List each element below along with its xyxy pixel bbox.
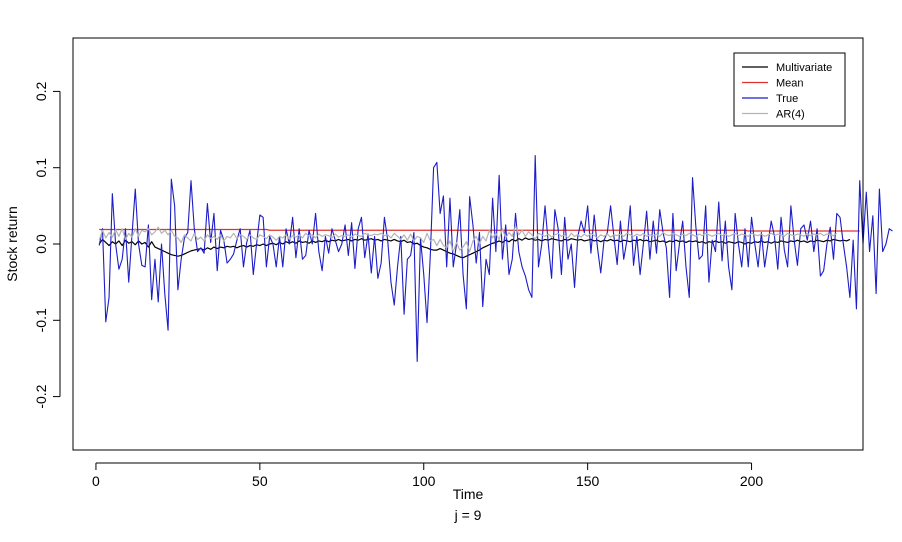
y-tick-label: -0.2 [33,384,49,408]
series-line-true [98,154,893,363]
series-line-ar-4 [98,225,838,253]
y-tick-label: -0.1 [33,308,49,332]
x-axis-subtitle: j = 9 [454,507,482,523]
x-tick-label: 200 [740,473,764,489]
x-axis-title: Time [453,486,484,502]
y-axis-title: Stock return [4,206,20,281]
legend: Multivariate Mean True AR(4) [733,52,846,127]
x-axis: 0 50 100 150 200 [92,462,764,489]
plot-frame [72,37,864,451]
series-layer [98,154,893,363]
y-tick-label: 0.2 [33,81,49,101]
legend-label-multivariate: Multivariate [776,62,832,74]
legend-label-mean: Mean [776,78,804,90]
x-tick-label: 50 [252,473,268,489]
x-tick-label: 150 [576,473,600,489]
series-line-mean [99,228,860,232]
x-tick-label: 0 [92,473,100,489]
y-axis: -0.2 -0.1 0.0 0.1 0.2 [33,81,61,409]
y-tick-label: 0.1 [33,158,49,178]
legend-label-true: True [776,93,798,105]
x-tick-label: 100 [412,473,436,489]
legend-label-ar-4: AR(4) [776,109,805,121]
y-tick-label: 0.0 [33,234,49,254]
